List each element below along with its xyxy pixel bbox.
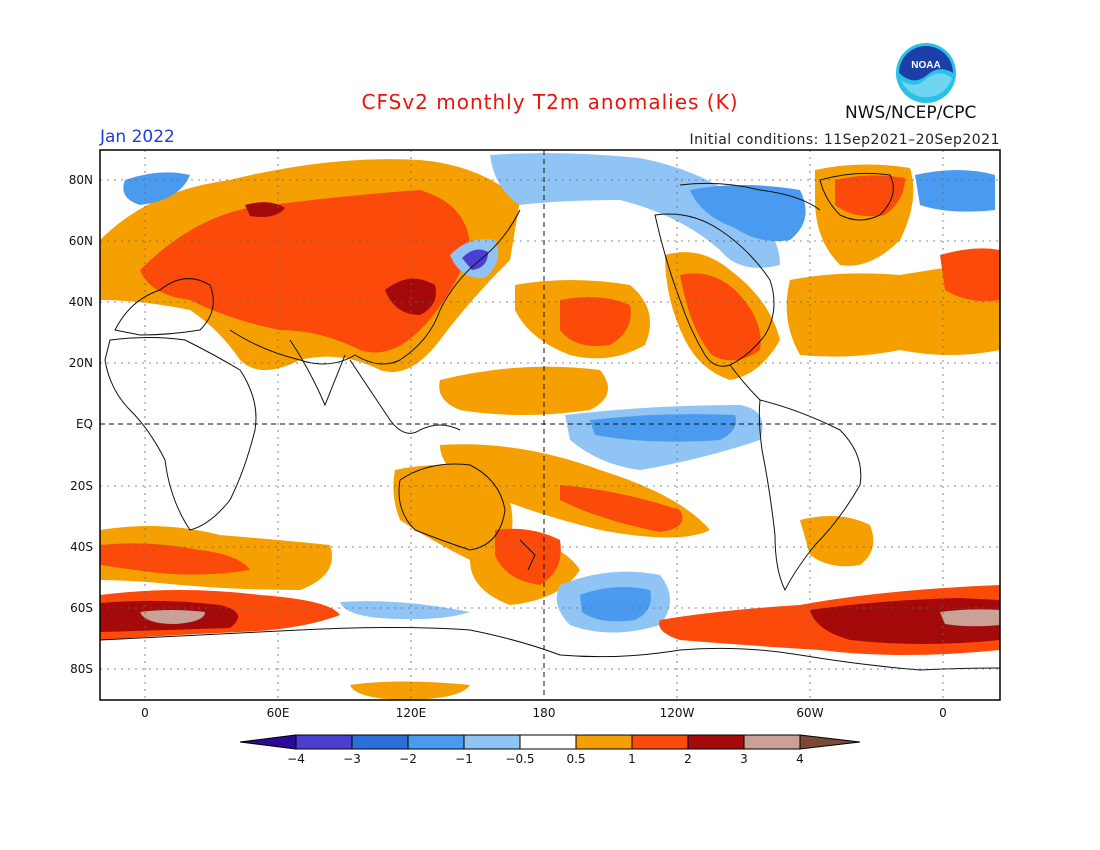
map-frame (99, 149, 1001, 701)
colorbar-label: 4 (796, 752, 804, 766)
colorbar-label: 2 (684, 752, 692, 766)
colorbar-label: −1 (455, 752, 473, 766)
colorbar-swatch (575, 734, 633, 750)
lat-label: 80S (70, 662, 93, 676)
logo-text: NOAA (911, 60, 940, 71)
nz-warm-1 (495, 528, 561, 585)
lon-label: 60E (267, 706, 290, 720)
colorbar-swatch (631, 734, 689, 750)
colorbar (239, 734, 861, 750)
lat-label: 20S (70, 479, 93, 493)
lat-label: EQ (76, 417, 93, 431)
circumpolar-west-3 (140, 610, 205, 624)
colorbar-swatch (407, 734, 465, 750)
arctic-cold-west (915, 170, 995, 212)
europe-warm-1 (940, 248, 1000, 302)
australia-coast (398, 463, 506, 551)
colorbar-swatch (519, 734, 577, 750)
canada-arctic (679, 182, 821, 211)
lat-label: 40S (70, 540, 93, 554)
colorbar-max-arrow (799, 734, 861, 750)
colorbar-label: 0.5 (566, 752, 585, 766)
colorbar-label: −4 (287, 752, 305, 766)
colorbar-swatch (687, 734, 745, 750)
circumpolar-east-3 (940, 609, 1000, 627)
kamchatka-cold-2 (462, 249, 488, 270)
asia-coast (229, 209, 521, 365)
antarctica-coast (100, 627, 1000, 671)
lon-label: 180 (533, 706, 556, 720)
noaa-logo: NOAA (896, 43, 956, 103)
nz-coast (519, 539, 536, 571)
na-warm-1 (680, 273, 761, 361)
colorbar-label: 1 (628, 752, 636, 766)
na-coast (654, 213, 775, 367)
eurasia-warm-2 (385, 278, 436, 315)
colorbar-labels: −4 −3 −2 −1 −0.5 0.5 1 2 3 4 (287, 752, 804, 766)
lon-label: 120E (396, 706, 427, 720)
forecast-month: Jan 2022 (100, 127, 175, 147)
lon-label: 0 (141, 706, 149, 720)
lat-labels: 80N 60N 40N 20N EQ 20S 40S 60S 80S (69, 173, 93, 676)
colorbar-swatch (743, 734, 801, 750)
se-asia-coast (349, 359, 461, 434)
initial-conditions: Initial conditions: 11Sep2021–20Sep2021 (689, 132, 1000, 148)
colorbar-label: −0.5 (505, 752, 534, 766)
agency-label: NWS/NCEP/CPC (845, 103, 977, 123)
lat-label: 40N (69, 295, 93, 309)
trop-pac-warm (439, 366, 608, 415)
lon-label: 120W (660, 706, 695, 720)
circumpolar-east-2 (810, 598, 1000, 644)
npac-cold (490, 153, 780, 268)
so-cold-strip (340, 601, 470, 620)
eq-pac-cold-1 (590, 414, 736, 442)
gridlines (100, 150, 1000, 700)
arctic-cold-east (123, 172, 190, 205)
colorbar-min-arrow (239, 734, 297, 750)
spac-warm-1 (560, 485, 683, 532)
so-warm-west-1 (100, 543, 250, 575)
colorbar-swatch (295, 734, 353, 750)
lat-label: 60N (69, 234, 93, 248)
colorbar-label: −2 (399, 752, 417, 766)
npac-warm-1 (560, 296, 631, 346)
greenland-coast (819, 172, 894, 221)
canada-cold (690, 185, 806, 242)
india-coast (289, 339, 346, 407)
antarctic-warm (350, 681, 470, 700)
colorbar-swatch (463, 734, 521, 750)
coastlines (100, 172, 1000, 671)
colorbar-label: 3 (740, 752, 748, 766)
lat-label: 80N (69, 173, 93, 187)
lat-label: 60S (70, 601, 93, 615)
europe-coast (114, 278, 214, 336)
sp-cold-1 (580, 586, 651, 622)
lon-labels: 0 60E 120E 180 120W 60W 0 (141, 706, 947, 720)
eurasia-warm-1 (140, 190, 470, 353)
chart-title: CFSv2 monthly T2m anomalies (K) (361, 90, 739, 114)
siberia-warm-2 (245, 202, 285, 217)
colorbar-label: −3 (343, 752, 361, 766)
central-america-coast (729, 364, 761, 401)
lon-label: 0 (939, 706, 947, 720)
sam-warm (800, 516, 874, 567)
lon-label: 60W (796, 706, 823, 720)
africa-coast (104, 337, 257, 531)
lat-label: 20N (69, 356, 93, 370)
sam-coast (758, 399, 862, 592)
anomaly-fields (100, 153, 1000, 700)
colorbar-swatch (351, 734, 409, 750)
